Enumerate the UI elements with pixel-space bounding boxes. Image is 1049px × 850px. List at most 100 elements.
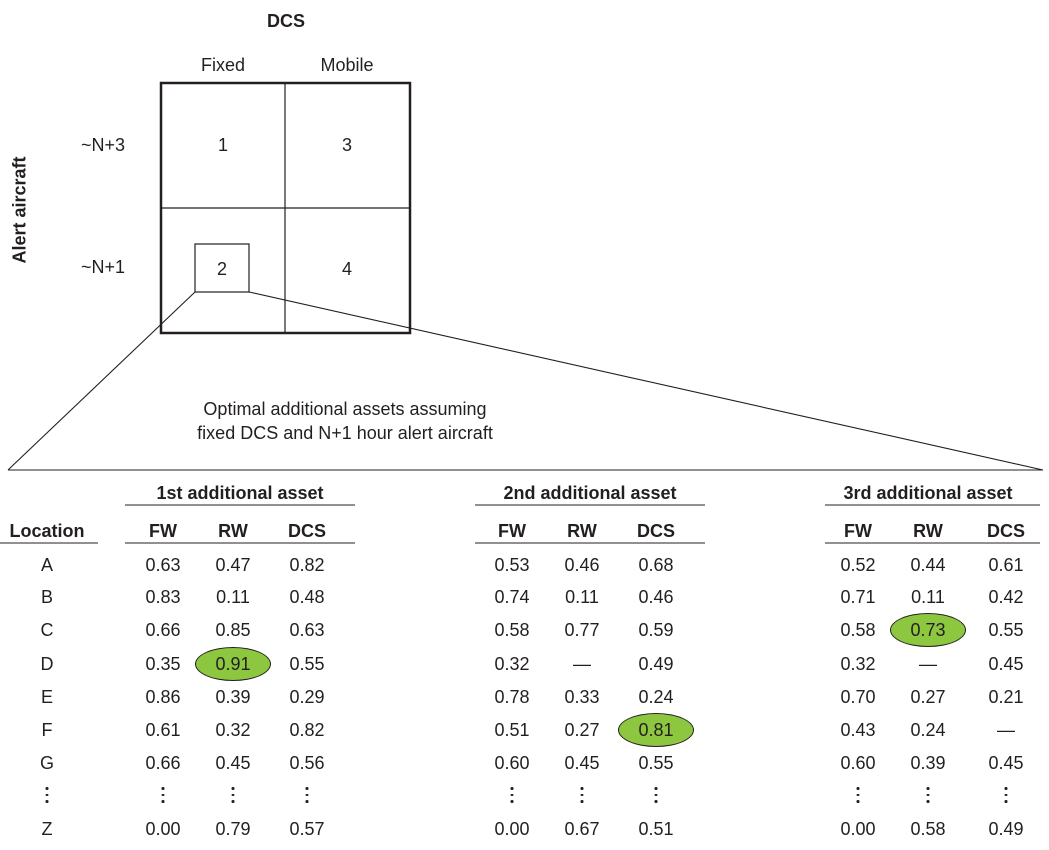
value-cell: 0.29 <box>289 687 325 707</box>
value-cell: 0.55 <box>638 753 674 773</box>
value-cell: 0.55 <box>289 654 325 674</box>
value-cell: 0.60 <box>494 753 530 773</box>
value-cell: 0.32 <box>840 654 876 674</box>
location-cell: F <box>41 720 53 740</box>
matrix-col-label-fixed: Fixed <box>200 55 246 75</box>
group-title: 3rd additional asset <box>843 483 1013 503</box>
location-cell: B <box>40 587 54 607</box>
continuation-dots <box>231 787 235 807</box>
value-cell: 0.45 <box>988 654 1024 674</box>
column-header-rw: RW <box>567 521 597 541</box>
column-header-fw: FW <box>498 521 526 541</box>
value-cell: 0.45 <box>988 753 1024 773</box>
value-cell: 0.56 <box>289 753 325 773</box>
value-cell: 0.66 <box>145 753 181 773</box>
value-cell: 0.11 <box>216 587 250 607</box>
location-cell: C <box>40 620 54 640</box>
value-cell: 0.46 <box>638 587 674 607</box>
value-cell: 0.39 <box>215 687 251 707</box>
value-cell: 0.78 <box>494 687 530 707</box>
value-cell: 0.73 <box>910 620 946 640</box>
highlight-ellipse <box>195 647 271 681</box>
value-cell: 0.48 <box>289 587 325 607</box>
value-cell: 0.85 <box>215 620 251 640</box>
value-cell: 0.47 <box>215 555 251 575</box>
value-cell: 0.57 <box>289 819 325 839</box>
value-cell: 0.58 <box>494 620 530 640</box>
matrix-cell-3: 3 <box>341 135 353 155</box>
value-cell: 0.67 <box>564 819 600 839</box>
continuation-dots <box>45 787 49 807</box>
value-cell: 0.32 <box>215 720 251 740</box>
column-header-dcs: DCS <box>287 521 327 541</box>
value-cell: — <box>997 720 1015 740</box>
highlight-ellipse <box>618 713 694 747</box>
matrix-row-label-n1: ~N+1 <box>80 257 126 277</box>
column-header-dcs: DCS <box>986 521 1026 541</box>
location-cell: G <box>39 753 55 773</box>
group-title: 1st additional asset <box>156 483 324 503</box>
value-cell: 0.71 <box>840 587 876 607</box>
value-cell: 0.58 <box>840 620 876 640</box>
value-cell: 0.44 <box>910 555 946 575</box>
value-cell: 0.49 <box>988 819 1024 839</box>
value-cell: 0.00 <box>494 819 530 839</box>
value-cell: 0.81 <box>638 720 674 740</box>
continuation-dots <box>1004 787 1008 807</box>
value-cell: 0.68 <box>638 555 674 575</box>
value-cell: 0.45 <box>215 753 251 773</box>
value-cell: 0.00 <box>840 819 876 839</box>
value-cell: 0.46 <box>564 555 600 575</box>
matrix-row-title: Alert aircraft <box>9 156 30 264</box>
value-cell: 0.11 <box>565 587 599 607</box>
value-cell: 0.63 <box>289 620 325 640</box>
matrix-top-title: DCS <box>266 11 306 31</box>
value-cell: 0.43 <box>840 720 876 740</box>
highlight-ellipse <box>890 613 966 647</box>
matrix-cell-2: 2 <box>216 259 228 279</box>
value-cell: 0.42 <box>988 587 1024 607</box>
continuation-dots <box>580 787 584 807</box>
value-cell: 0.45 <box>564 753 600 773</box>
value-cell: 0.21 <box>988 687 1024 707</box>
value-cell: 0.53 <box>494 555 530 575</box>
matrix-cell-4: 4 <box>341 259 353 279</box>
column-header-fw: FW <box>149 521 177 541</box>
location-header: Location <box>9 521 85 541</box>
column-header-rw: RW <box>218 521 248 541</box>
value-cell: 0.60 <box>840 753 876 773</box>
value-cell: 0.82 <box>289 555 325 575</box>
continuation-dots <box>654 787 658 807</box>
location-cell: Z <box>41 819 53 839</box>
value-cell: 0.51 <box>638 819 674 839</box>
location-cell: A <box>40 555 54 575</box>
continuation-dots <box>161 787 165 807</box>
value-cell: 0.24 <box>910 720 946 740</box>
column-header-dcs: DCS <box>636 521 676 541</box>
value-cell: 0.32 <box>494 654 530 674</box>
zoom-line-right <box>248 291 1044 471</box>
matrix-cell-1: 1 <box>217 135 229 155</box>
value-cell: 0.58 <box>910 819 946 839</box>
column-header-fw: FW <box>844 521 872 541</box>
value-cell: 0.77 <box>564 620 600 640</box>
value-cell: 0.79 <box>215 819 251 839</box>
value-cell: 0.59 <box>638 620 674 640</box>
value-cell: 0.27 <box>910 687 946 707</box>
zoom-box <box>194 243 250 293</box>
value-cell: 0.24 <box>638 687 674 707</box>
continuation-dots <box>305 787 309 807</box>
value-cell: 0.63 <box>145 555 181 575</box>
zoom-line-left <box>7 291 196 471</box>
value-cell: 0.00 <box>145 819 181 839</box>
zoom-caption: Optimal additional assets assuming fixed… <box>197 397 493 445</box>
group-title: 2nd additional asset <box>503 483 677 503</box>
caption-line-1: Optimal additional assets assuming <box>203 399 487 419</box>
value-cell: 0.27 <box>564 720 600 740</box>
value-cell: 0.35 <box>145 654 181 674</box>
matrix-col-label-mobile: Mobile <box>320 55 374 75</box>
continuation-dots <box>856 787 860 807</box>
value-cell: 0.49 <box>638 654 674 674</box>
value-cell: 0.52 <box>840 555 876 575</box>
value-cell: 0.61 <box>145 720 181 740</box>
